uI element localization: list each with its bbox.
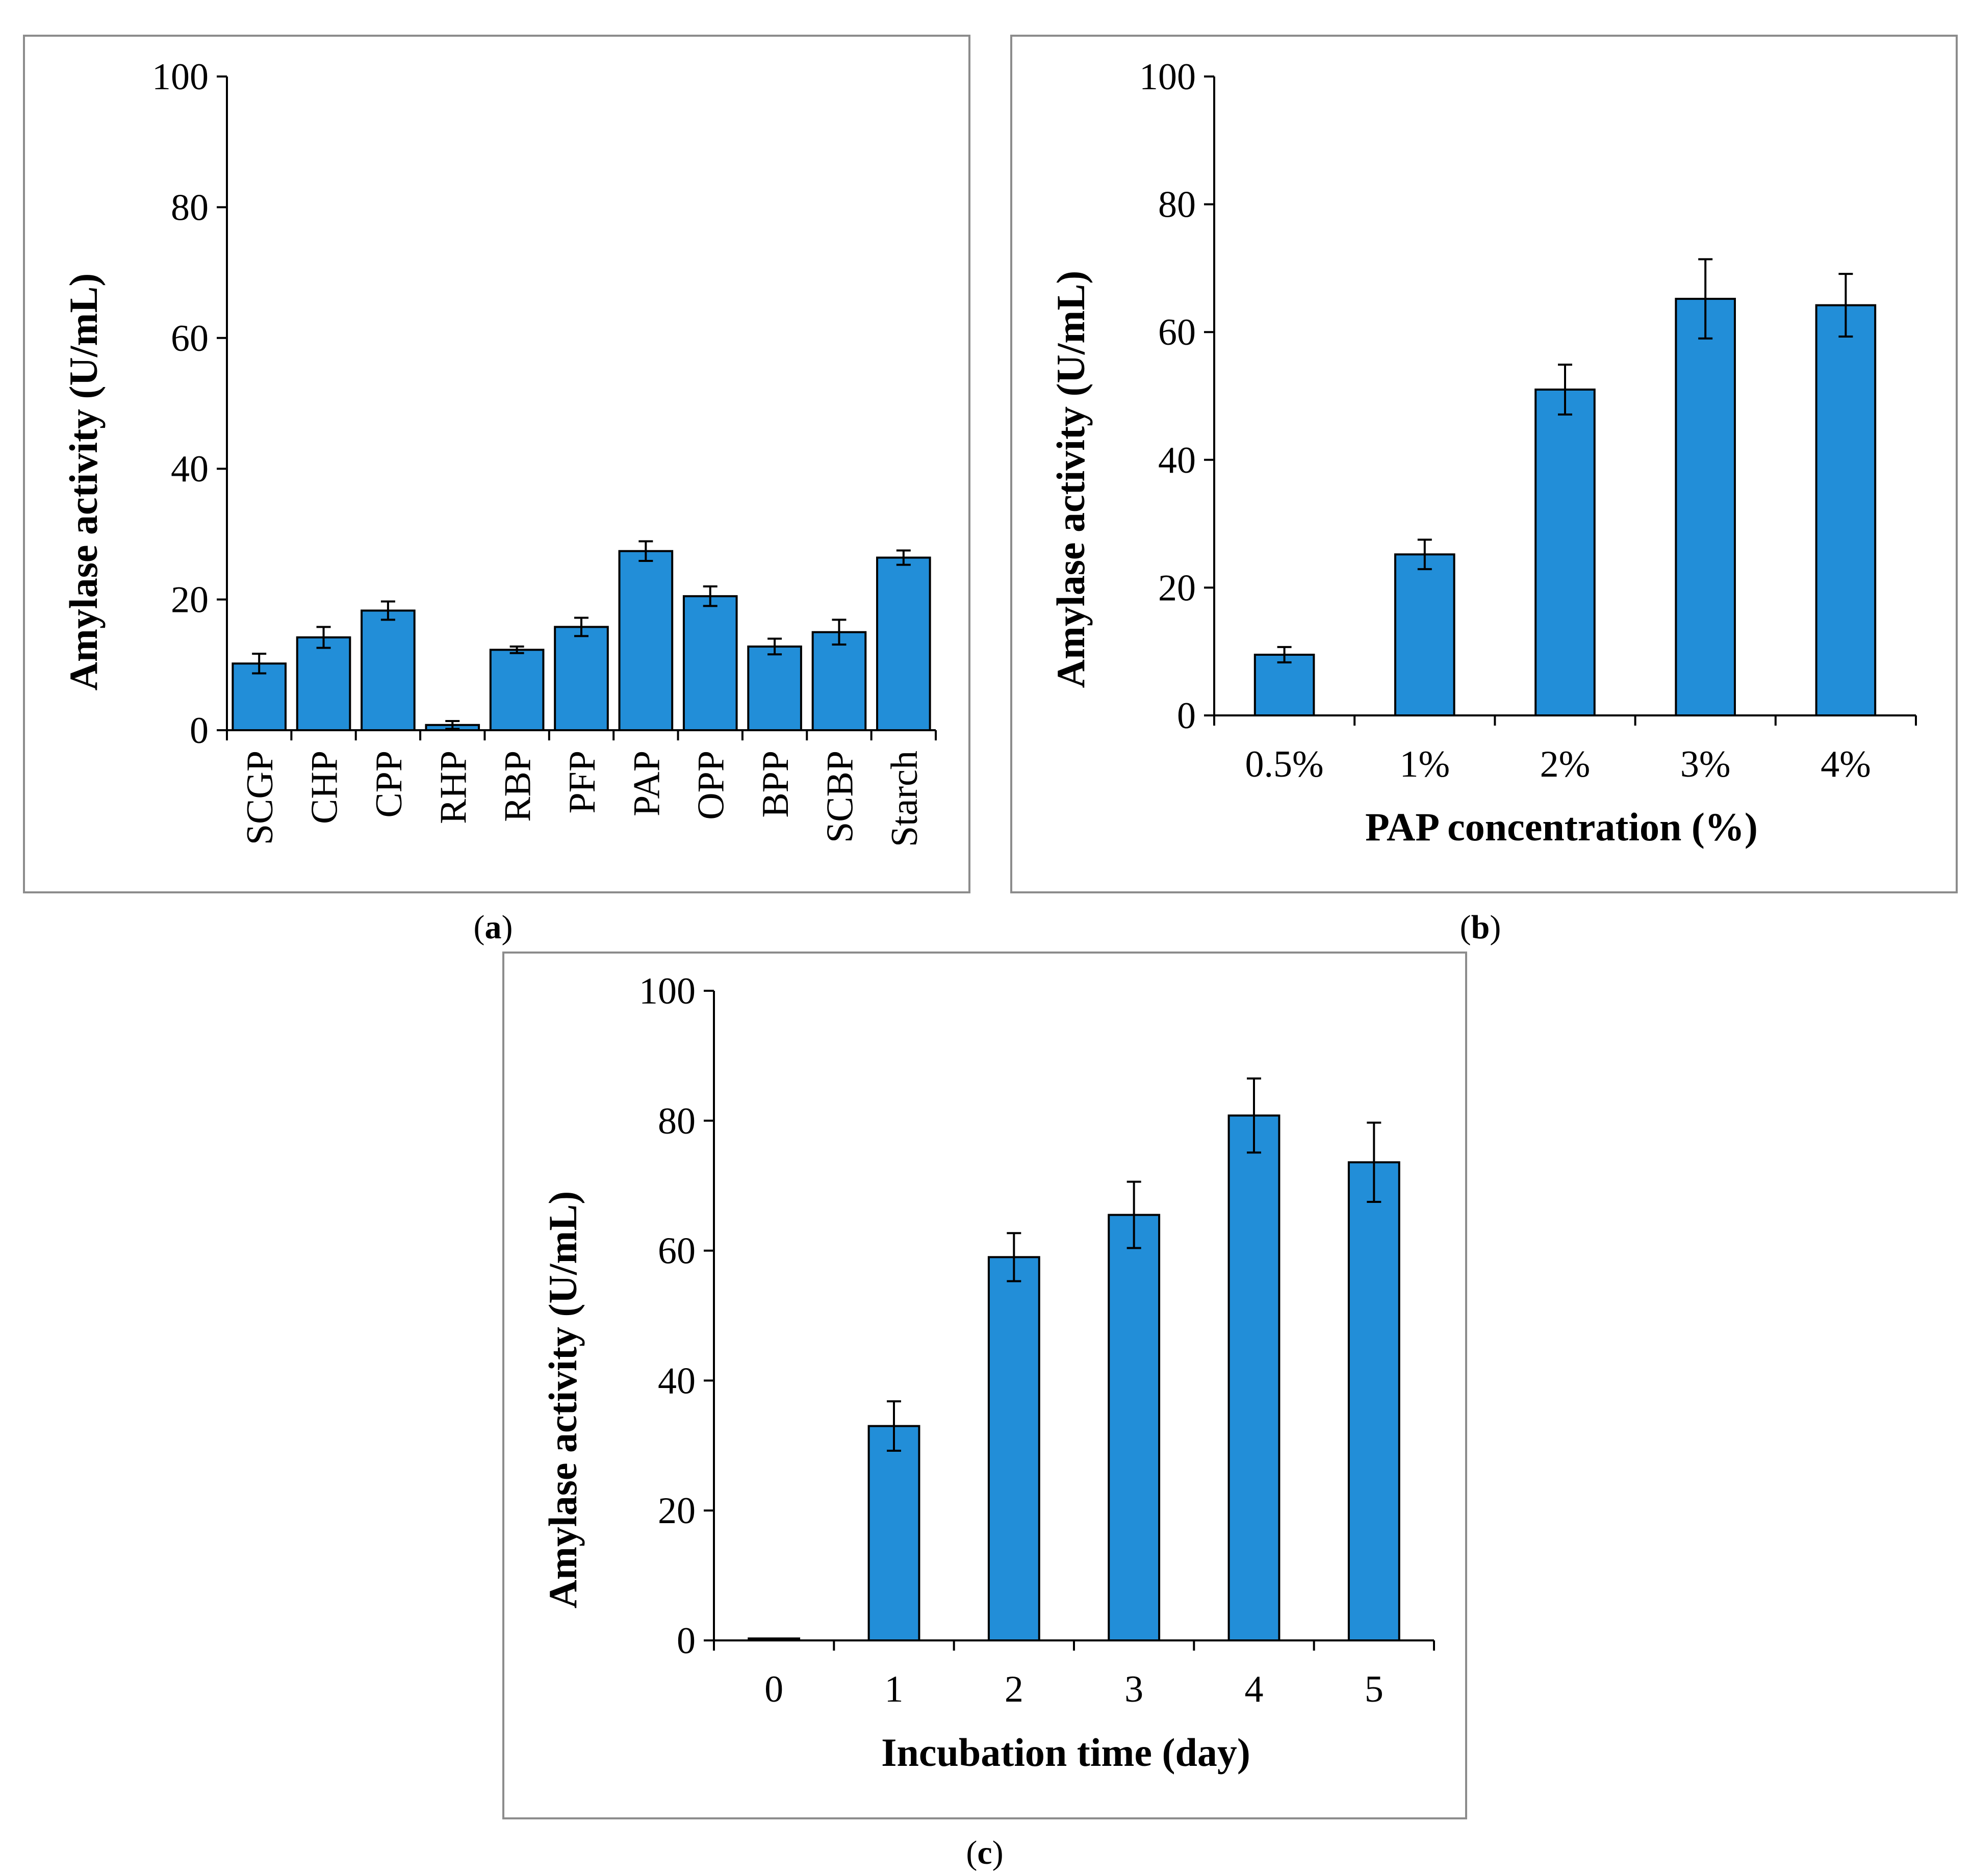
x-tick-label: RHP (432, 751, 474, 824)
x-tick-label: 4% (1821, 743, 1871, 785)
x-tick-label: 3 (1124, 1668, 1143, 1710)
y-tick-label: 40 (1158, 440, 1196, 481)
y-tick-label: 80 (1158, 184, 1196, 226)
y-tick-label: 20 (1158, 567, 1196, 609)
bar-0.5% (1253, 653, 1315, 716)
bar-OPP (682, 595, 738, 731)
x-axis-title: PAP concentration (%) (1365, 805, 1758, 849)
y-tick-label: 60 (1158, 312, 1196, 353)
x-tick-label: PAP (626, 751, 668, 816)
bar-0 (748, 1637, 801, 1641)
x-tick-label: Starch (884, 751, 926, 847)
x-tick-label: 1% (1399, 743, 1450, 785)
x-tick-labels: 0 1 2 3 4 5 (764, 1668, 1384, 1710)
axes (704, 990, 1435, 1651)
x-tick-label: OPP (690, 751, 732, 820)
bars (1253, 298, 1877, 717)
panel-frame (502, 952, 1467, 1819)
chart-panel-c: 0 20 40 60 80 100 0 1 2 3 4 5 Amylase activity (U/… (502, 952, 1467, 1871)
bar-3% (1675, 298, 1736, 716)
x-tick-label: RBP (497, 751, 539, 822)
y-tick-label: 80 (658, 1100, 696, 1142)
y-axis-title: Amylase activity (U/mL) (1048, 271, 1093, 688)
y-tick-label: 0 (677, 1620, 696, 1662)
x-tick-label: 2% (1540, 743, 1591, 785)
x-tick-label: 2 (1005, 1668, 1023, 1710)
y-axis-title: Amylase activity (U/mL) (61, 273, 106, 691)
bar-SCGP (232, 662, 287, 731)
y-tick-label: 20 (658, 1490, 696, 1532)
x-tick-label: 3% (1680, 743, 1731, 785)
chart-panel-b: 0 20 40 60 80 100 0.5% 1% 2% 3% 4% Amylase activi… (1010, 35, 1958, 946)
error-bars (887, 1077, 1381, 1452)
x-tick-labels: 0.5% 1% 2% 3% 4% (1245, 743, 1871, 785)
x-tick-label: CHP (304, 751, 346, 824)
error-bars (252, 540, 911, 730)
bar-3 (1108, 1214, 1161, 1641)
bar-CHP (296, 636, 351, 732)
x-tick-label: PFP (561, 751, 603, 813)
y-tick-labels: 0 20 40 60 80 100 (1139, 56, 1196, 737)
y-tick-label: 60 (171, 318, 209, 359)
bar-PAP (618, 550, 674, 732)
bar-1% (1394, 553, 1455, 717)
panel-label-a-letter: a (485, 909, 502, 946)
bar-4% (1815, 304, 1877, 716)
x-tick-label: BPP (755, 751, 797, 818)
x-tick-label: 0.5% (1245, 743, 1324, 785)
y-tick-label: 80 (171, 187, 209, 228)
y-tick-label: 40 (171, 448, 209, 490)
x-tick-label: SCBP (819, 751, 861, 843)
bar-BPP (747, 645, 802, 732)
panel-frame (1010, 35, 1958, 893)
y-tick-label: 0 (1177, 695, 1196, 737)
panel-label-b-letter: b (1471, 909, 1490, 946)
y-tick-labels: 0 20 40 60 80 100 (152, 56, 209, 752)
bar-SCBP (811, 631, 867, 731)
bars (748, 1114, 1400, 1642)
bar-1 (867, 1425, 920, 1642)
y-tick-label: 100 (152, 56, 209, 98)
chart-panel-a: 0 20 40 60 80 100 SCGP CHP CPP RHP RBP PFP PAP OPP BP… (23, 35, 970, 946)
x-tick-label: 1 (885, 1668, 904, 1710)
bar-RBP (489, 649, 545, 731)
y-tick-label: 60 (658, 1230, 696, 1272)
panel-label-a: (a) (474, 909, 513, 946)
panel-label-b: (b) (1460, 909, 1501, 946)
y-tick-label: 20 (171, 579, 209, 621)
bar-CPP (361, 609, 416, 732)
panel-frame (23, 35, 970, 893)
x-tick-label: 5 (1365, 1668, 1384, 1710)
y-tick-label: 100 (639, 970, 696, 1012)
x-tick-label: 4 (1245, 1668, 1264, 1710)
x-tick-label: CPP (368, 751, 410, 818)
bar-2 (987, 1256, 1040, 1642)
panel-label-c: (c) (966, 1834, 1003, 1871)
error-bars (1277, 258, 1853, 664)
x-axis-title: Incubation time (day) (881, 1730, 1250, 1775)
y-tick-label: 0 (190, 710, 209, 752)
x-tick-labels: SCGP CHP CPP RHP RBP PFP PAP OPP BPP SCBP Starch (239, 751, 926, 847)
bar-PFP (554, 626, 609, 731)
bar-Starch (876, 556, 931, 731)
x-tick-label: 0 (764, 1668, 783, 1710)
y-tick-label: 40 (658, 1360, 696, 1402)
bar-4 (1227, 1114, 1280, 1641)
x-tick-label: SCGP (239, 751, 281, 845)
bar-2% (1534, 388, 1596, 716)
y-tick-labels: 0 20 40 60 80 100 (639, 970, 696, 1662)
bars (232, 550, 931, 732)
y-axis-title: Amylase activity (U/mL) (541, 1191, 585, 1609)
y-tick-label: 100 (1139, 56, 1196, 98)
bar-5 (1347, 1161, 1400, 1641)
panel-label-c-letter: c (977, 1834, 992, 1871)
